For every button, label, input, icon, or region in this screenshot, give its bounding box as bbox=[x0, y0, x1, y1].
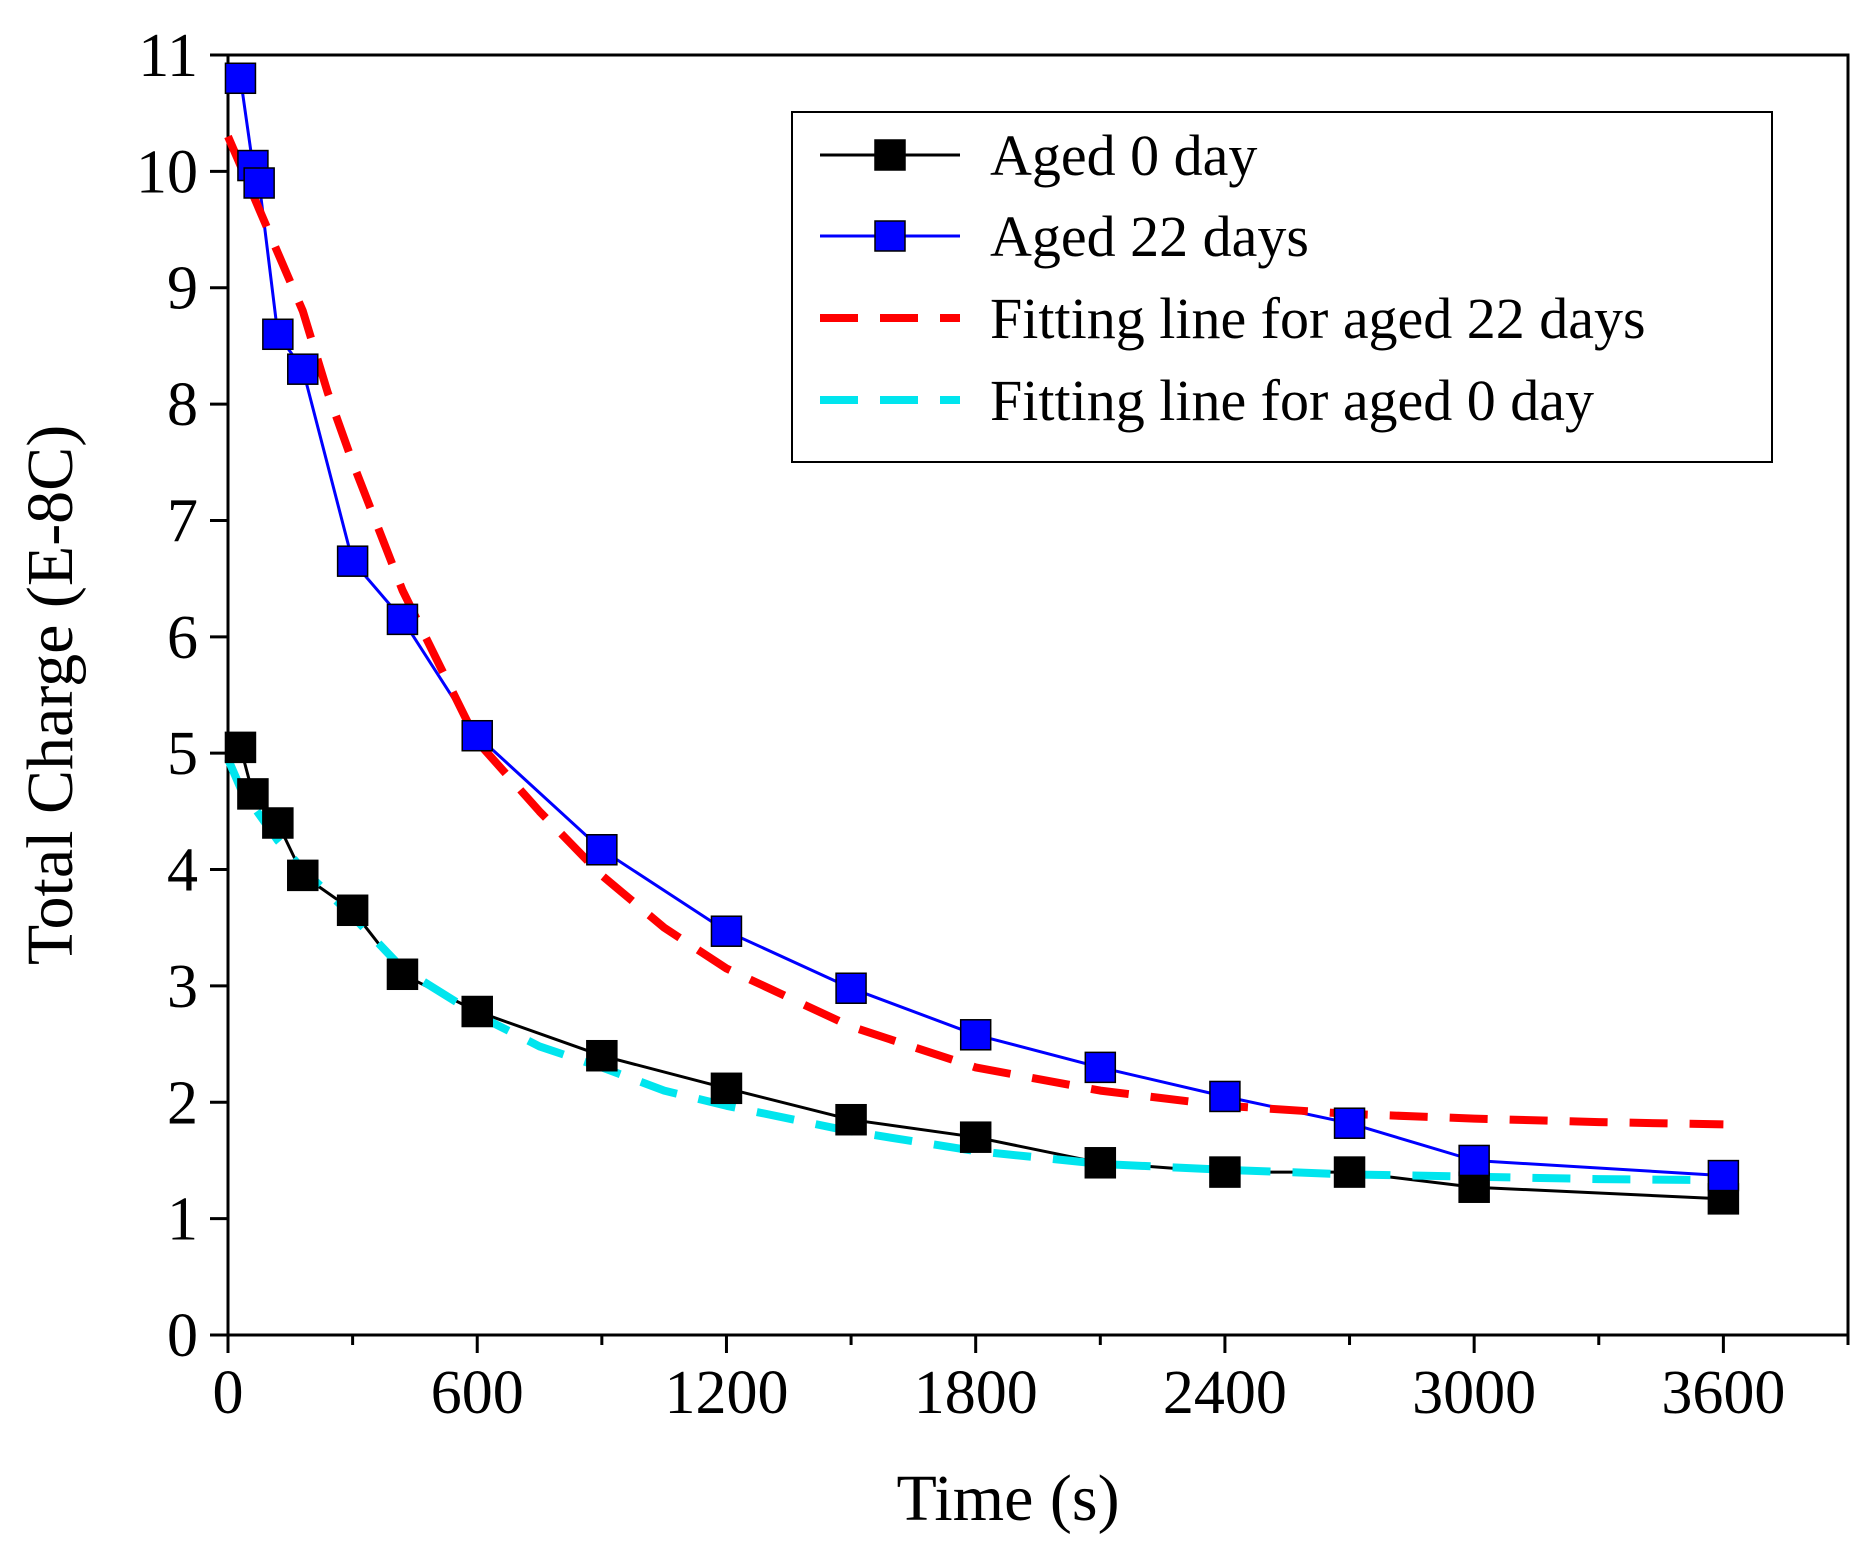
data-point-aged-0-day bbox=[336, 894, 369, 927]
y-tick-label: 1 bbox=[167, 1186, 198, 1254]
data-point-aged-0-day bbox=[1333, 1156, 1366, 1188]
data-point-aged-22-days bbox=[710, 915, 743, 947]
data-point-aged-22-days bbox=[1458, 1144, 1490, 1177]
legend: Aged 0 day Aged 22 days Fitting line for a… bbox=[791, 111, 1773, 463]
y-tick-label: 6 bbox=[167, 604, 198, 672]
data-point-aged-0-day bbox=[710, 1072, 743, 1105]
y-tick-label: 11 bbox=[138, 22, 198, 90]
data-point-aged-22-days bbox=[1209, 1080, 1241, 1113]
y-tick-label: 8 bbox=[167, 371, 198, 439]
data-point-aged-22-days bbox=[1707, 1159, 1740, 1192]
data-point-aged-0-day bbox=[1084, 1147, 1117, 1179]
data-point-aged-22-days bbox=[243, 167, 275, 199]
data-point-aged-0-day bbox=[586, 1039, 618, 1072]
data-point-aged-22-days bbox=[461, 719, 493, 752]
data-point-aged-22-days bbox=[586, 834, 618, 866]
axes-layer: 0 600 1200 1800 2400 3000 3600 0 1 2 3 4 5 6 7 8 9 10 11 Ti… bbox=[14, 22, 1850, 1535]
legend-label: Fitting line for aged 0 day bbox=[990, 368, 1594, 433]
data-point-aged-22-days bbox=[224, 62, 257, 95]
data-point-aged-22-days bbox=[386, 603, 419, 636]
legend-label: Aged 22 days bbox=[990, 204, 1309, 269]
data-point-aged-22-days bbox=[262, 318, 294, 351]
x-tick-label: 1200 bbox=[664, 1359, 788, 1427]
data-point-aged-22-days bbox=[835, 972, 867, 1004]
y-tick-label: 3 bbox=[167, 953, 198, 1021]
y-axis-title: Total Charge (E-8C) bbox=[14, 425, 87, 965]
x-tick-label: 3600 bbox=[1661, 1359, 1785, 1427]
legend-swatch-marker bbox=[874, 220, 906, 252]
data-point-aged-0-day bbox=[1209, 1156, 1241, 1188]
data-point-aged-22-days bbox=[1084, 1051, 1117, 1084]
y-tick-label: 10 bbox=[136, 138, 198, 206]
data-point-aged-22-days bbox=[959, 1019, 992, 1051]
data-point-aged-22-days bbox=[1333, 1107, 1366, 1139]
y-tick-label: 2 bbox=[167, 1069, 198, 1137]
legend-label: Fitting line for aged 22 days bbox=[990, 286, 1646, 351]
legend-label: Aged 0 day bbox=[990, 123, 1257, 188]
x-axis-title: Time (s) bbox=[896, 1462, 1119, 1535]
data-point-aged-0-day bbox=[287, 859, 319, 892]
x-tick-label: 0 bbox=[213, 1359, 244, 1427]
data-point-aged-0-day bbox=[237, 778, 269, 810]
data-point-aged-22-days bbox=[336, 545, 369, 577]
data-point-aged-0-day bbox=[1458, 1171, 1490, 1203]
data-point-aged-22-days bbox=[287, 353, 319, 385]
data-point-aged-0-day bbox=[835, 1103, 867, 1136]
plot-frame bbox=[226, 53, 1850, 1337]
y-tick-label: 0 bbox=[167, 1302, 198, 1370]
data-point-aged-0-day bbox=[224, 731, 257, 764]
y-tick-label: 9 bbox=[167, 255, 198, 323]
y-tick-label: 4 bbox=[167, 837, 198, 905]
data-point-aged-0-day bbox=[959, 1121, 992, 1153]
y-tick-label: 5 bbox=[167, 720, 198, 788]
x-tick-label: 600 bbox=[431, 1359, 524, 1427]
x-tick-label: 3000 bbox=[1412, 1359, 1536, 1427]
x-tick-label: 1800 bbox=[914, 1359, 1038, 1427]
x-tick-label: 2400 bbox=[1163, 1359, 1287, 1427]
series-line-fitting-line-for-aged-22-days bbox=[224, 134, 1724, 1129]
series-line-aged-0-day bbox=[239, 747, 1724, 1201]
series-layer bbox=[224, 62, 1740, 1215]
y-tick-label: 7 bbox=[167, 487, 198, 555]
data-point-aged-0-day bbox=[386, 958, 419, 991]
data-point-aged-0-day bbox=[262, 807, 294, 839]
data-point-aged-0-day bbox=[461, 995, 493, 1028]
legend-swatch-marker bbox=[874, 139, 906, 171]
series-line-fitting-line-for-aged-0-day bbox=[224, 757, 1724, 1185]
